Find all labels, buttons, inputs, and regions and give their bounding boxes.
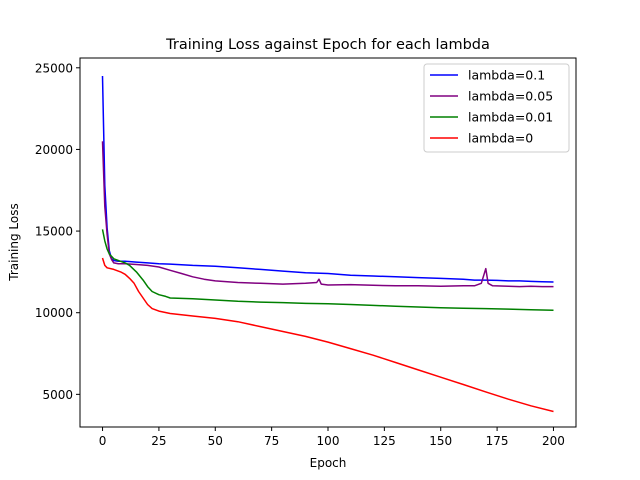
legend-label: lambda=0.1 <box>468 68 545 83</box>
x-axis-label: Epoch <box>310 456 347 470</box>
legend-label: lambda=0.05 <box>468 89 553 104</box>
y-tick-label: 25000 <box>35 61 73 75</box>
x-tick-label: 150 <box>429 434 452 448</box>
y-axis-label: Training Loss <box>7 203 21 281</box>
plot-lines <box>101 75 554 413</box>
series-line-lambda=0 <box>101 257 554 413</box>
x-tick-label: 50 <box>208 434 223 448</box>
legend-label: lambda=0.01 <box>468 110 553 125</box>
series-line-lambda=0.1 <box>101 75 554 283</box>
y-tick-label: 15000 <box>35 225 73 239</box>
x-tick-label: 175 <box>486 434 509 448</box>
x-axis: 0 25 50 75 100 125 150 175 200 <box>99 427 565 448</box>
x-tick-label: 125 <box>373 434 396 448</box>
y-axis: 5000 10000 15000 20000 25000 <box>35 61 80 402</box>
y-tick-label: 20000 <box>35 143 73 157</box>
x-tick-label: 75 <box>264 434 279 448</box>
x-tick-label: 200 <box>542 434 565 448</box>
series-line-lambda=0.01 <box>101 229 554 312</box>
chart-title: Training Loss against Epoch for each lam… <box>165 37 490 53</box>
x-tick-label: 0 <box>99 434 107 448</box>
legend: lambda=0.1 lambda=0.05 lambda=0.01 lambda=0 <box>423 63 570 153</box>
y-tick-label: 5000 <box>42 388 73 402</box>
series-line-lambda=0.05 <box>101 141 554 288</box>
y-tick-label: 10000 <box>35 306 73 320</box>
legend-box <box>423 63 570 153</box>
x-tick-label: 100 <box>317 434 340 448</box>
legend-label: lambda=0 <box>468 131 533 146</box>
x-tick-label: 25 <box>151 434 166 448</box>
